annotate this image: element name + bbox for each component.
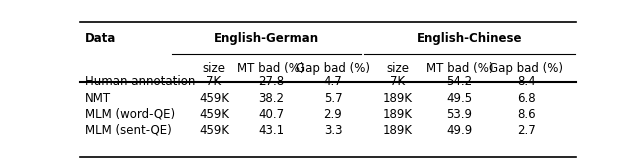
Text: 8.6: 8.6 bbox=[517, 108, 536, 121]
Text: Gap bad (%): Gap bad (%) bbox=[296, 62, 370, 75]
Text: 40.7: 40.7 bbox=[258, 108, 284, 121]
Text: English-Chinese: English-Chinese bbox=[417, 32, 522, 45]
Text: 5.7: 5.7 bbox=[324, 92, 342, 104]
Text: 189K: 189K bbox=[383, 108, 412, 121]
Text: MT bad (%): MT bad (%) bbox=[426, 62, 493, 75]
Text: 4.7: 4.7 bbox=[324, 75, 342, 88]
Text: 459K: 459K bbox=[199, 108, 229, 121]
Text: 189K: 189K bbox=[383, 92, 412, 104]
Text: 3.3: 3.3 bbox=[324, 124, 342, 137]
Text: 49.5: 49.5 bbox=[446, 92, 472, 104]
Text: Data: Data bbox=[85, 32, 116, 45]
Text: 7K: 7K bbox=[206, 75, 221, 88]
Text: Gap bad (%): Gap bad (%) bbox=[490, 62, 563, 75]
Text: MT bad (%): MT bad (%) bbox=[237, 62, 305, 75]
Text: 53.9: 53.9 bbox=[447, 108, 472, 121]
Text: 43.1: 43.1 bbox=[258, 124, 284, 137]
Text: MLM (sent-QE): MLM (sent-QE) bbox=[85, 124, 172, 137]
Text: English-German: English-German bbox=[214, 32, 319, 45]
Text: 2.7: 2.7 bbox=[517, 124, 536, 137]
Text: 2.9: 2.9 bbox=[324, 108, 342, 121]
Text: 459K: 459K bbox=[199, 92, 229, 104]
Text: 459K: 459K bbox=[199, 124, 229, 137]
Text: MLM (word-QE): MLM (word-QE) bbox=[85, 108, 175, 121]
Text: 6.8: 6.8 bbox=[517, 92, 536, 104]
Text: Human annotation: Human annotation bbox=[85, 75, 195, 88]
Text: size: size bbox=[202, 62, 225, 75]
Text: 189K: 189K bbox=[383, 124, 412, 137]
Text: 8.4: 8.4 bbox=[517, 75, 536, 88]
Text: NMT: NMT bbox=[85, 92, 111, 104]
Text: size: size bbox=[386, 62, 409, 75]
Text: 27.8: 27.8 bbox=[258, 75, 284, 88]
Text: 38.2: 38.2 bbox=[258, 92, 284, 104]
Text: 49.9: 49.9 bbox=[446, 124, 472, 137]
Text: 54.2: 54.2 bbox=[446, 75, 472, 88]
Text: 7K: 7K bbox=[390, 75, 405, 88]
